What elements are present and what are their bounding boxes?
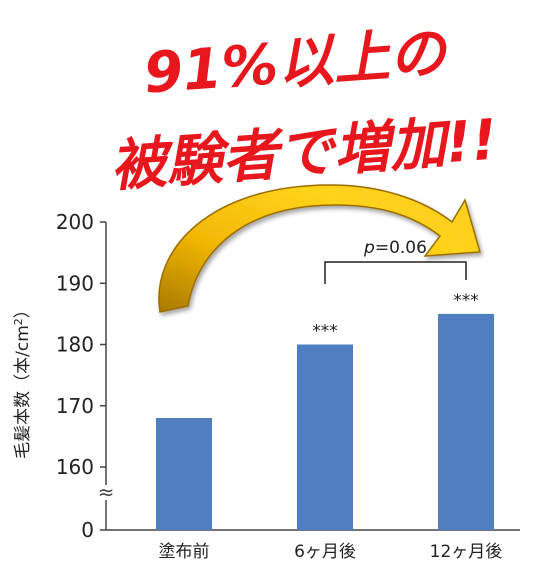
- headline-line2: 被験者で増加!!: [108, 108, 499, 200]
- bar-2: [297, 344, 353, 530]
- x-tick-labels: 塗布前 6ヶ月後 12ヶ月後: [159, 541, 503, 562]
- x-tick-label: 塗布前: [159, 541, 210, 562]
- headline: 91%以上の 被験者で増加!!: [107, 19, 500, 200]
- curved-arrow-icon: [158, 184, 481, 313]
- y-tick-label: 170: [56, 394, 94, 418]
- p-value-label: p=0.06: [363, 238, 427, 258]
- x-tick-label: 12ヶ月後: [430, 542, 503, 562]
- y-tick-label: 0: [81, 518, 94, 542]
- axis-break-mark: ≈: [98, 480, 115, 504]
- y-tick-label: 180: [56, 333, 94, 357]
- y-ticks: 0 160 170 180 190 200: [56, 210, 106, 542]
- y-tick-label: 200: [56, 210, 94, 234]
- bars: [156, 313, 494, 530]
- headline-line1: 91%以上の: [142, 20, 451, 106]
- significance-labels: *** ***: [312, 291, 479, 342]
- x-tick-label: 6ヶ月後: [294, 542, 356, 562]
- comparison-bracket: p=0.06: [324, 238, 467, 284]
- bar-3: [438, 313, 494, 530]
- y-tick-label: 190: [56, 271, 94, 295]
- bar-1: [156, 418, 212, 530]
- y-axis-label: 毛髪本数（本/cm2）: [12, 301, 34, 459]
- significance-mark: ***: [312, 322, 338, 342]
- y-tick-label: 160: [56, 455, 94, 479]
- significance-mark: ***: [453, 291, 479, 311]
- bracket-line: [324, 261, 467, 284]
